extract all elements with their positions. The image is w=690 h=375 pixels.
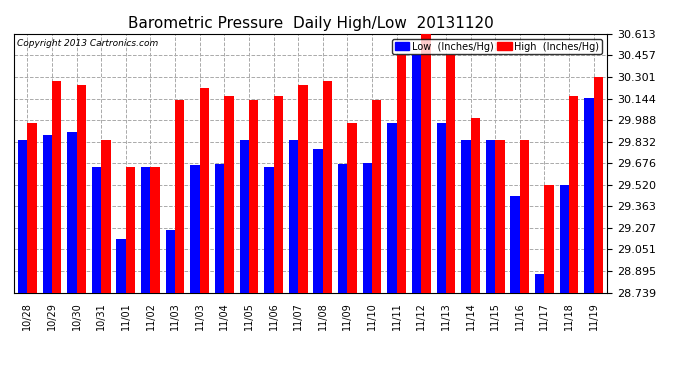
Bar	[249, 100, 258, 292]
Bar	[422, 33, 431, 292]
Bar	[461, 141, 471, 292]
Bar	[92, 167, 101, 292]
Bar	[348, 123, 357, 292]
Bar	[175, 100, 184, 292]
Bar	[52, 81, 61, 292]
Bar	[43, 135, 52, 292]
Bar	[150, 167, 160, 292]
Bar	[239, 141, 249, 292]
Bar	[224, 96, 234, 292]
Bar	[584, 98, 593, 292]
Bar	[446, 55, 455, 292]
Bar	[289, 141, 298, 292]
Bar	[397, 55, 406, 292]
Bar	[273, 96, 283, 292]
Legend: Low  (Inches/Hg), High  (Inches/Hg): Low (Inches/Hg), High (Inches/Hg)	[392, 39, 602, 54]
Bar	[67, 132, 77, 292]
Bar	[535, 274, 544, 292]
Bar	[544, 184, 554, 292]
Bar	[520, 141, 529, 292]
Bar	[77, 85, 86, 292]
Bar	[387, 123, 397, 292]
Title: Barometric Pressure  Daily High/Low  20131120: Barometric Pressure Daily High/Low 20131…	[128, 16, 493, 31]
Text: Copyright 2013 Cartronics.com: Copyright 2013 Cartronics.com	[17, 39, 158, 48]
Bar	[486, 141, 495, 292]
Bar	[101, 141, 110, 292]
Bar	[471, 118, 480, 292]
Bar	[323, 81, 332, 292]
Bar	[511, 196, 520, 292]
Bar	[495, 141, 504, 292]
Bar	[141, 167, 150, 292]
Bar	[264, 167, 273, 292]
Bar	[117, 238, 126, 292]
Bar	[298, 85, 308, 292]
Bar	[190, 165, 199, 292]
Bar	[18, 141, 28, 292]
Bar	[569, 96, 578, 292]
Bar	[412, 55, 422, 292]
Bar	[215, 164, 224, 292]
Bar	[593, 77, 603, 292]
Bar	[28, 123, 37, 292]
Bar	[199, 88, 209, 292]
Bar	[166, 230, 175, 292]
Bar	[338, 164, 348, 292]
Bar	[372, 100, 382, 292]
Bar	[437, 123, 446, 292]
Bar	[363, 163, 372, 292]
Bar	[126, 167, 135, 292]
Bar	[313, 149, 323, 292]
Bar	[560, 184, 569, 292]
